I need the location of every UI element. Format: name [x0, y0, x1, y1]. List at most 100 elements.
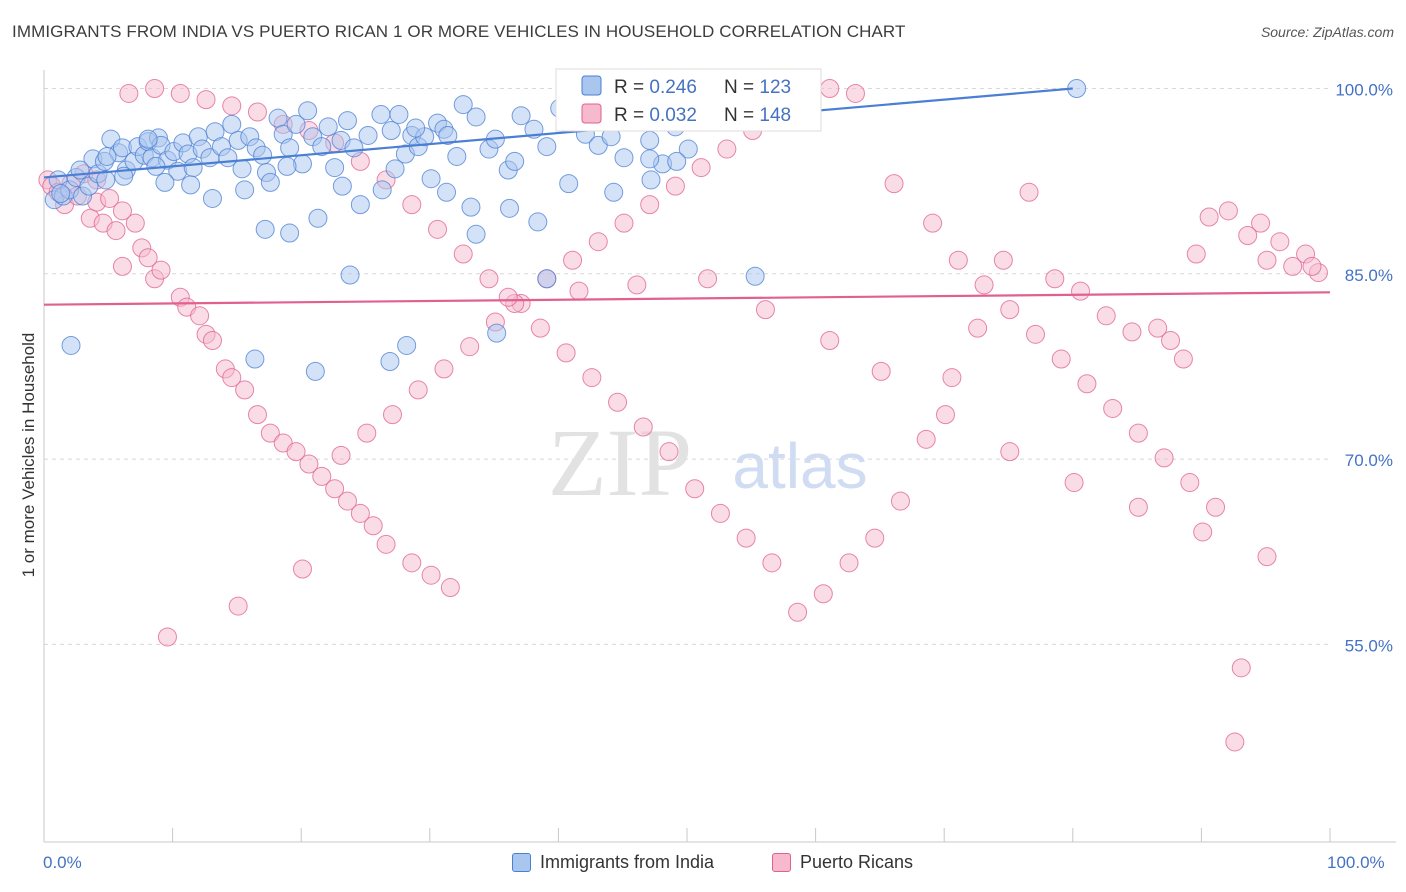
point-india-97 [350, 195, 370, 215]
legend-item-puerto-rican[interactable]: Puerto Ricans [772, 852, 913, 873]
point-puerto-rican-10 [112, 256, 132, 276]
point-puerto-rican-12 [138, 248, 158, 268]
point-india-35 [232, 159, 252, 179]
point-india-55 [381, 121, 401, 141]
point-india-93 [260, 172, 280, 192]
point-puerto-rican-86 [1186, 244, 1206, 264]
point-puerto-rican-102 [813, 584, 833, 604]
point-puerto-rican-53 [665, 176, 685, 196]
point-india-98 [372, 180, 392, 200]
point-puerto-rican-68 [1077, 374, 1097, 394]
point-puerto-rican-51 [614, 213, 634, 233]
legend-swatch-india [512, 853, 531, 872]
point-puerto-rican-66 [1026, 324, 1046, 344]
legend-item-india[interactable]: Immigrants from India [512, 852, 714, 873]
point-india-70 [505, 151, 525, 171]
point-india-40 [268, 108, 288, 128]
point-puerto-rican-126 [196, 90, 216, 110]
point-puerto-rican-110 [608, 392, 628, 412]
point-india-125 [438, 125, 458, 145]
point-india-110 [380, 352, 400, 372]
point-puerto-rican-107 [685, 479, 705, 499]
point-puerto-rican-104 [762, 553, 782, 573]
point-puerto-rican-100 [865, 528, 885, 548]
y-tick-label-1: 85.0% [1345, 266, 1393, 285]
point-puerto-rican-81 [1302, 256, 1322, 276]
point-puerto-rican-60 [845, 83, 865, 103]
point-india-123 [97, 146, 117, 166]
n-label-pink: N = [724, 105, 759, 126]
point-puerto-rican-109 [633, 417, 653, 437]
point-puerto-rican-43 [408, 380, 428, 400]
point-india-99 [385, 159, 405, 179]
point-india-92 [235, 180, 255, 200]
point-puerto-rican-111 [582, 368, 602, 388]
point-puerto-rican-42 [383, 405, 403, 425]
point-puerto-rican-50 [588, 232, 608, 252]
point-india-71 [511, 106, 531, 126]
watermark: ZIP atlas [548, 409, 868, 516]
point-india-48 [318, 117, 338, 137]
point-puerto-rican-9 [106, 221, 126, 241]
point-india-113 [397, 335, 417, 355]
point-india-73 [537, 137, 557, 157]
n-label-blue: N = [724, 77, 759, 98]
point-puerto-rican-142 [1257, 547, 1277, 567]
point-puerto-rican-33 [376, 534, 396, 554]
point-puerto-rican-89 [1148, 318, 1168, 338]
point-puerto-rican-75 [1225, 732, 1245, 752]
point-puerto-rican-82 [1251, 213, 1271, 233]
point-puerto-rican-101 [839, 553, 859, 573]
point-puerto-rican-62 [923, 213, 943, 233]
point-india-119 [61, 335, 81, 355]
point-puerto-rican-31 [350, 503, 370, 523]
point-puerto-rican-21 [222, 368, 242, 388]
stats-legend: R = 0.246 N = 123 R = 0.032 N = 148 [555, 68, 822, 132]
point-puerto-rican-28 [312, 466, 332, 486]
y-tick-label-3: 55.0% [1345, 636, 1393, 655]
point-puerto-rican-27 [299, 454, 319, 474]
point-india-90 [181, 175, 201, 195]
point-puerto-rican-91 [1096, 306, 1116, 326]
y-tick-label-2: 70.0% [1345, 451, 1393, 470]
point-puerto-rican-99 [890, 491, 910, 511]
x-tick-label-left: 0.0% [43, 853, 82, 872]
point-india-54 [371, 104, 391, 124]
point-puerto-rican-103 [788, 602, 808, 622]
point-puerto-rican-118 [402, 195, 422, 215]
y-tick-labels: 100.0% 85.0% 70.0% 55.0% [1335, 81, 1393, 656]
point-puerto-rican-136 [871, 361, 891, 381]
point-india-107 [641, 170, 661, 190]
point-india-43 [286, 114, 306, 134]
point-puerto-rican-146 [112, 201, 132, 221]
point-puerto-rican-36 [440, 578, 460, 598]
point-puerto-rican-98 [916, 429, 936, 449]
point-puerto-rican-26 [286, 442, 306, 462]
point-puerto-rican-77 [1270, 232, 1290, 252]
point-puerto-rican-85 [1199, 207, 1219, 227]
point-puerto-rican-34 [402, 553, 422, 573]
point-puerto-rican-40 [331, 445, 351, 465]
chart-title: IMMIGRANTS FROM INDIA VS PUERTO RICAN 1 … [12, 22, 906, 41]
point-india-9 [96, 170, 116, 190]
point-puerto-rican-138 [1000, 442, 1020, 462]
point-puerto-rican-23 [247, 405, 267, 425]
point-puerto-rican-83 [1238, 226, 1258, 246]
point-puerto-rican-125 [222, 96, 242, 116]
point-puerto-rican-108 [659, 442, 679, 462]
point-puerto-rican-84 [1218, 201, 1238, 221]
point-india-45 [298, 101, 318, 121]
point-puerto-rican-116 [453, 244, 473, 264]
svg-text:N = 123: N = 123 [724, 77, 791, 98]
point-india-66 [466, 107, 486, 127]
point-india-64 [447, 146, 467, 166]
point-india-26 [183, 158, 203, 178]
x-tick-label-right: 100.0% [1327, 853, 1385, 872]
point-puerto-rican-94 [1019, 182, 1039, 202]
point-puerto-rican-93 [1045, 269, 1065, 289]
point-puerto-rican-124 [247, 102, 267, 122]
point-india-61 [421, 169, 441, 189]
chart-source: Source: ZipAtlas.com [1260, 24, 1394, 40]
r-label-pink: R = [614, 105, 649, 126]
